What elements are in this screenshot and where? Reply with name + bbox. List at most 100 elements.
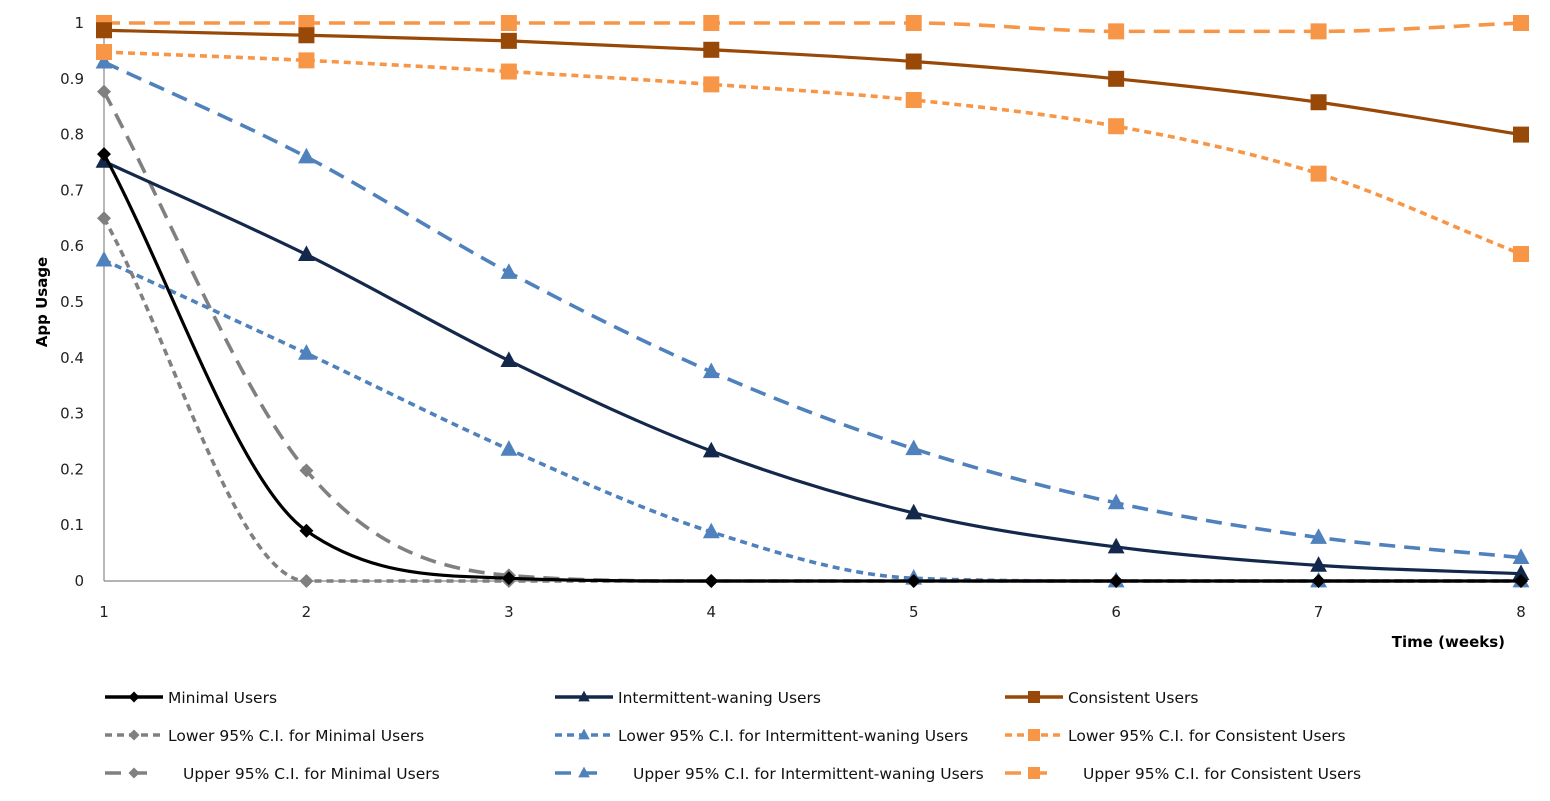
y-axis-title: App Usage [33,257,51,347]
data-point [1513,15,1529,31]
y-tick-label: 0.2 [60,460,84,478]
legend-marker-swatch [128,729,140,741]
data-point [905,439,923,456]
series-line [102,217,1521,583]
legend-label: Lower 95% C.I. for Minimal Users [168,727,424,745]
data-point [1310,528,1327,544]
data-point [704,574,719,588]
data-point [1310,556,1327,572]
legend-item: Lower 95% C.I. for Minimal Users [105,727,424,745]
data-point [1513,126,1529,143]
data-point [96,22,112,39]
data-point [500,351,518,367]
y-tick-label: 0.8 [60,126,84,144]
legend-marker-swatch [1028,691,1040,703]
series-1 [97,147,1528,588]
data-point [298,245,315,261]
series-9 [96,15,1529,40]
data-point [1109,574,1124,588]
legend: Minimal Users Intermittent-waning Users Co… [105,689,1361,783]
legend-label: Lower 95% C.I. for Intermittent-waning U… [618,727,968,745]
x-axis-title: Time (weeks) [1392,633,1505,651]
data-point [1310,94,1327,111]
data-point [500,263,518,279]
legend-marker-swatch [1028,729,1040,741]
data-point [905,503,923,520]
data-point [905,53,922,70]
legend-item: Upper 95% C.I. for Consistent Users [1005,765,1361,783]
legend-marker-swatch [578,766,590,778]
data-point [905,92,922,109]
series-layer [95,15,1530,588]
data-point [1512,564,1530,581]
legend-label: Intermittent-waning Users [618,689,821,707]
series-line [102,153,1521,583]
legend-label: Minimal Users [168,689,277,707]
legend-item: Lower 95% C.I. for Consistent Users [1005,727,1346,745]
data-point [97,211,111,226]
data-point [702,362,720,379]
data-point [1311,574,1326,588]
series-line [103,50,1522,256]
data-point [1514,574,1528,588]
data-point [298,147,315,164]
y-tick-label: 0.9 [60,70,84,88]
y-tick-label: 0.4 [60,349,84,367]
data-point [298,52,315,69]
legend-item: Lower 95% C.I. for Intermittent-waning U… [555,727,968,745]
data-point [501,571,516,586]
series-line [103,159,1522,576]
data-point [95,52,113,69]
legend-marker-swatch [1028,767,1040,779]
legend-label: Consistent Users [1068,689,1198,707]
data-point [906,574,921,588]
series-line [103,258,1521,583]
data-point [299,463,314,478]
x-tick-label: 1 [99,603,109,621]
legend-label: Lower 95% C.I. for Consistent Users [1068,727,1346,745]
x-tick-label: 2 [302,603,312,621]
data-point [703,41,720,58]
legend-marker-swatch [578,690,590,702]
data-point [96,44,112,61]
x-tick-label: 8 [1516,603,1526,621]
data-point [500,15,517,31]
data-point [298,27,315,44]
y-tick-label: 0.3 [60,405,84,423]
x-tick-label: 3 [504,603,514,621]
y-tick-label: 0 [74,572,84,590]
data-point [95,250,113,267]
data-point [298,344,315,360]
series-line [104,21,1522,34]
y-axis-ticks: 0 0.1 0.2 0.3 0.4 0.5 0.6 0.7 0.8 0.9 1 [60,14,84,590]
plot-area: 0 0.1 0.2 0.3 0.4 0.5 0.6 0.7 0.8 0.9 1 1 2 3 4 5 6 7 8 [60,14,1530,621]
series-line [103,60,1522,560]
data-point [702,441,720,458]
data-point [500,63,517,80]
data-point [1108,118,1125,135]
x-tick-label: 7 [1314,603,1324,621]
series-line [102,90,1521,583]
data-point [1107,493,1125,510]
legend-label: Upper 95% C.I. for Minimal Users [183,765,440,783]
legend-item: Minimal Users [105,689,277,707]
data-point [703,76,720,93]
series-2 [95,152,1530,581]
data-point [1310,165,1327,182]
y-tick-label: 0.7 [60,181,84,199]
data-point [298,15,315,31]
legend-item: Intermittent-waning Users [555,689,821,707]
legend-marker-swatch [578,728,590,740]
data-point [97,84,111,99]
data-point [1108,70,1125,87]
legend-marker-swatch [128,767,140,779]
data-point [97,147,111,162]
legend-label: Upper 95% C.I. for Intermittent-waning U… [633,765,984,783]
y-tick-label: 0.1 [60,516,84,534]
x-tick-label: 6 [1111,603,1121,621]
series-6 [96,44,1529,263]
series-8 [95,52,1530,564]
y-tick-label: 0.6 [60,237,84,255]
x-tick-label: 4 [707,603,717,621]
